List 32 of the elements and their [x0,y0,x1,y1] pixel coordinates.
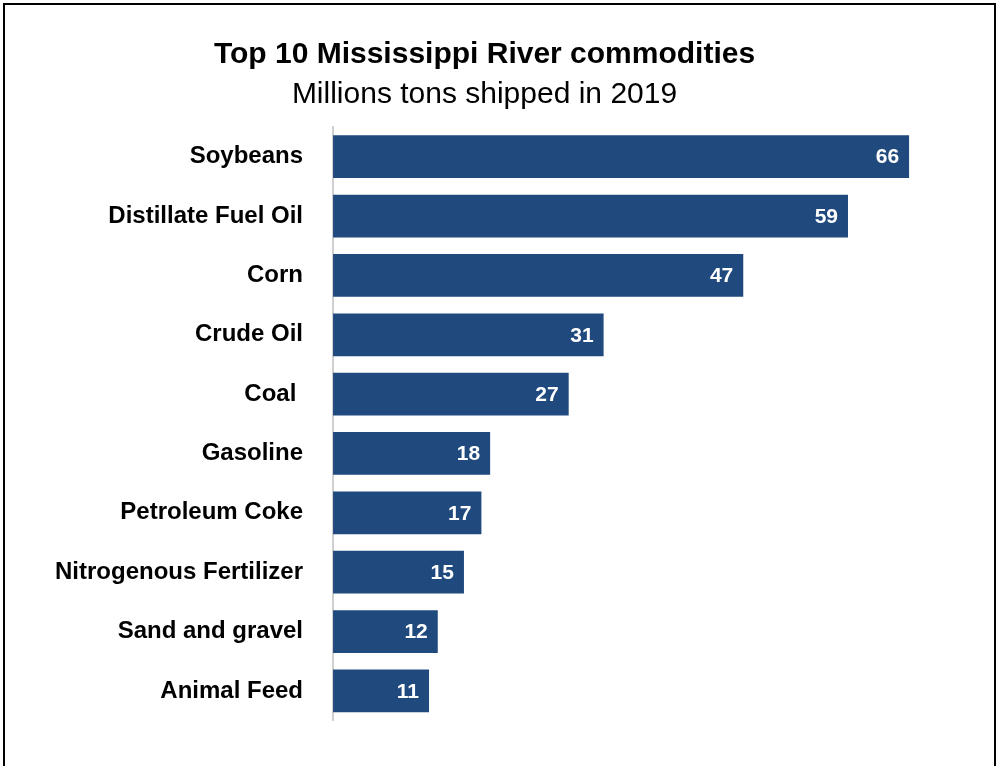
data-label: 11 [396,678,420,702]
y-tick-label: Gasoline [201,438,304,466]
y-tick-label: Corn [247,260,304,288]
bar [333,254,744,297]
y-tick-label: Soybeans [189,141,304,169]
y-tick-label: Crude Oil [195,319,304,347]
bar [333,372,569,416]
bar [333,550,464,594]
data-label: 59 [814,203,838,227]
y-tick-label: Sand and gravel [117,616,304,644]
bar [333,313,604,357]
data-label: 27 [535,381,559,405]
chart-title: Top 10 Mississippi River commodities [213,36,756,70]
y-tick-label: Petroleum Coke [120,497,304,525]
y-tick-label: Nitrogenous Fertilizer [55,556,304,584]
bar [333,610,438,653]
data-label: 17 [448,500,472,524]
y-tick-label: Distillate Fuel Oil [108,200,304,228]
data-label: 15 [430,560,455,583]
data-label: 31 [570,322,594,346]
data-label: 18 [456,441,481,465]
chart-subtitle: Millions tons shipped in 2019 [291,76,678,110]
bar [333,669,430,713]
bar [333,491,482,535]
y-tick-label: Coal [244,378,304,406]
bar [333,432,491,475]
bar [333,194,848,238]
data-label: 66 [875,144,900,168]
data-label: 12 [404,619,428,643]
data-label: 47 [709,263,734,287]
bar [333,135,910,179]
y-tick-label: Animal Feed [160,675,304,703]
